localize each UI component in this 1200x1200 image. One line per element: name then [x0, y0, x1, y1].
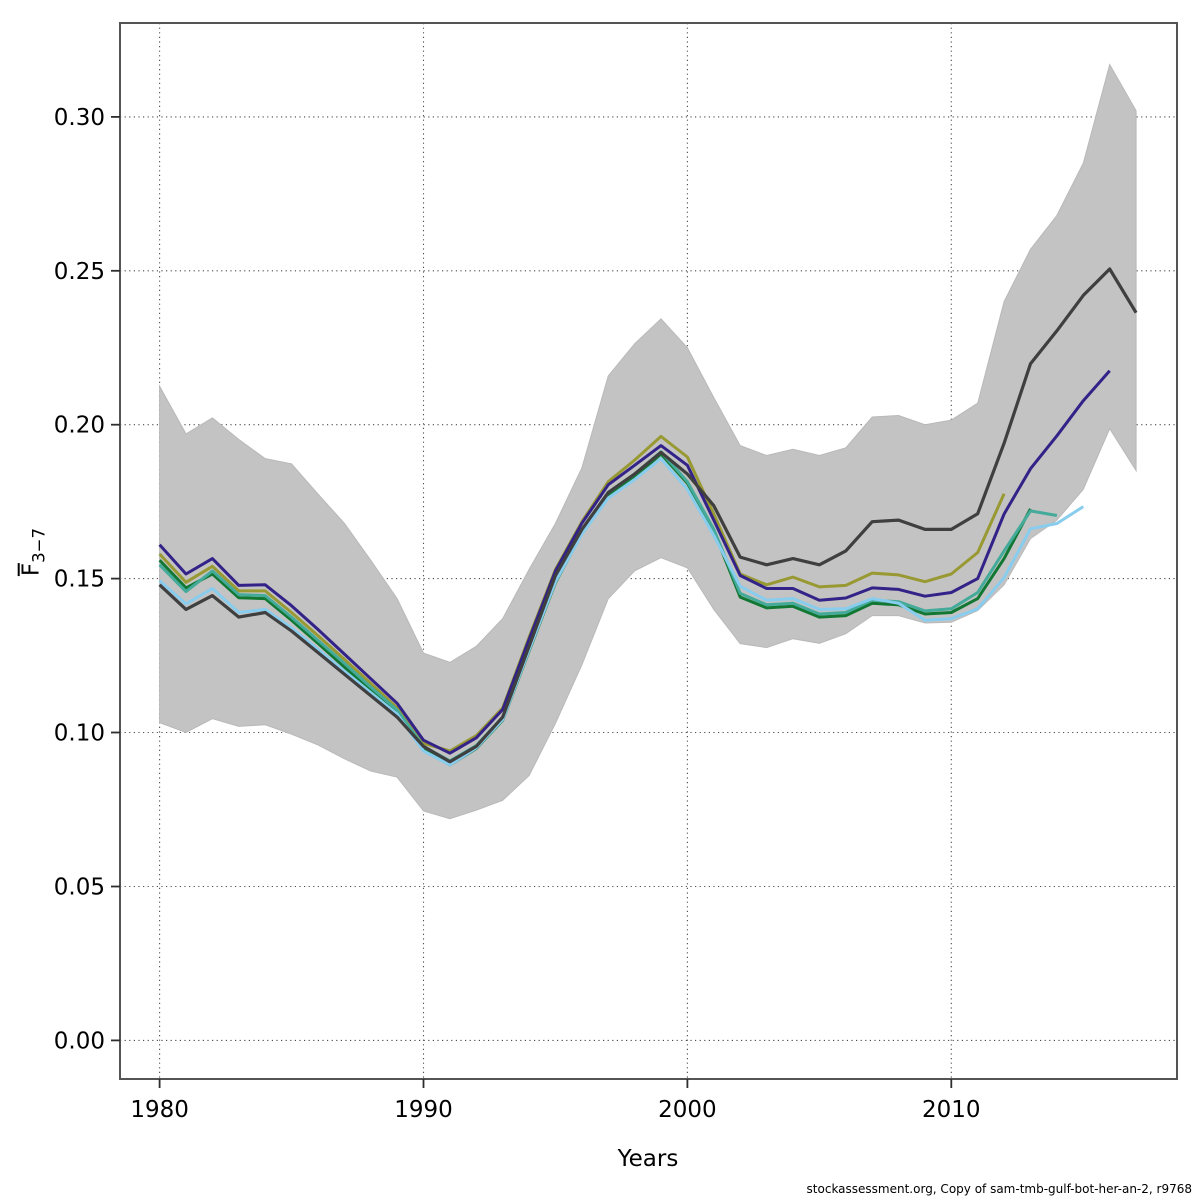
y-tick-label: 0.25: [54, 259, 105, 285]
y-tick-label: 0.10: [54, 721, 105, 747]
axis-ticks: [111, 116, 953, 1088]
plot-frame: [119, 22, 1178, 1080]
y-tick-label: 0.20: [54, 413, 105, 439]
y-tick-label: 0.30: [54, 105, 105, 131]
base-run-2017-line: [158, 267, 1138, 764]
axis-tick-labels: 1980 1990 2000 2010 0.00 0.05 0.10 0.15 0.20 0.25…: [54, 105, 981, 1123]
y-tick-label: 0.00: [54, 1028, 105, 1054]
gridlines: [120, 23, 1177, 1079]
y-tick-label: 0.05: [54, 875, 105, 901]
fbar-subscript: 3−7: [29, 527, 49, 563]
retro-run-2016-line: [158, 369, 1111, 755]
x-tick-label: 1990: [394, 1097, 453, 1123]
confidence-band: [159, 63, 1137, 820]
x-tick-label: 1980: [130, 1097, 189, 1123]
fbar-symbol: F: [17, 562, 45, 577]
footer-caption: stockassessment.org, Copy of sam-tmb-gul…: [806, 1182, 1192, 1196]
x-axis-title: Years: [617, 1146, 679, 1172]
retro-run-2015-line: [158, 457, 1085, 767]
y-tick-label: 0.15: [54, 567, 105, 593]
y-axis-title: F3−7: [17, 527, 49, 577]
x-tick-label: 2010: [922, 1097, 981, 1123]
x-tick-label: 2000: [658, 1097, 717, 1123]
